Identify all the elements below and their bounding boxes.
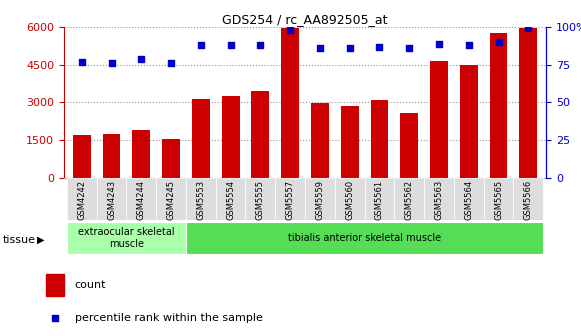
Bar	[46, 274, 64, 296]
Point	[404, 45, 414, 51]
Text: GSM5559: GSM5559	[315, 180, 324, 220]
Bar	[162, 139, 180, 178]
Bar	[305, 178, 335, 220]
Text: GSM5565: GSM5565	[494, 180, 503, 220]
Point	[256, 42, 265, 48]
Text: GSM5561: GSM5561	[375, 180, 384, 220]
Text: ▶: ▶	[37, 235, 44, 245]
Bar	[490, 33, 507, 178]
Bar	[96, 178, 127, 220]
Text: extraocular skeletal
muscle: extraocular skeletal muscle	[78, 227, 175, 249]
Bar	[252, 91, 270, 178]
Text: GSM4242: GSM4242	[77, 180, 86, 220]
Text: GSM4244: GSM4244	[137, 180, 146, 220]
Point	[196, 42, 206, 48]
Point	[107, 60, 116, 66]
Bar	[103, 134, 120, 178]
Bar	[454, 178, 483, 220]
Point	[435, 41, 444, 46]
Text: GSM4243: GSM4243	[107, 180, 116, 220]
Text: GSM5555: GSM5555	[256, 180, 265, 220]
Text: tibialis anterior skeletal muscle: tibialis anterior skeletal muscle	[288, 233, 441, 243]
Bar	[67, 222, 186, 254]
Text: tissue: tissue	[3, 235, 36, 245]
Bar	[127, 178, 156, 220]
Point	[464, 42, 474, 48]
Bar	[364, 178, 394, 220]
Point	[166, 60, 175, 66]
Bar	[275, 178, 305, 220]
Bar	[311, 103, 329, 178]
Bar	[186, 178, 216, 220]
Bar	[156, 178, 186, 220]
Bar	[67, 178, 96, 220]
Text: GSM5560: GSM5560	[345, 180, 354, 220]
Text: GSM5562: GSM5562	[405, 180, 414, 220]
Text: percentile rank within the sample: percentile rank within the sample	[74, 313, 263, 323]
Bar	[340, 106, 358, 178]
Text: GSM5563: GSM5563	[435, 180, 443, 220]
Bar	[371, 100, 388, 178]
Point	[345, 45, 354, 51]
Bar	[519, 28, 537, 178]
Bar	[400, 113, 418, 178]
Point	[77, 59, 87, 65]
Point	[375, 44, 384, 49]
Bar	[335, 178, 364, 220]
Text: GSM5554: GSM5554	[226, 180, 235, 220]
Text: count: count	[74, 280, 106, 290]
Bar	[246, 178, 275, 220]
Point	[315, 45, 325, 51]
Text: GSM5564: GSM5564	[464, 180, 474, 220]
Bar	[514, 178, 543, 220]
Text: GSM5557: GSM5557	[286, 180, 295, 220]
Text: GSM4245: GSM4245	[167, 180, 175, 220]
Point	[523, 26, 533, 31]
Title: GDS254 / rc_AA892505_at: GDS254 / rc_AA892505_at	[223, 13, 388, 26]
Point	[494, 39, 503, 45]
Bar	[216, 178, 246, 220]
Bar	[192, 99, 210, 178]
Point	[137, 56, 146, 61]
Bar	[73, 135, 91, 178]
Bar	[132, 130, 150, 178]
Bar	[460, 65, 478, 178]
Point	[226, 42, 235, 48]
Bar	[186, 222, 543, 254]
Point	[51, 315, 60, 321]
Bar	[483, 178, 514, 220]
Point	[285, 27, 295, 33]
Bar	[394, 178, 424, 220]
Bar	[424, 178, 454, 220]
Text: GSM5566: GSM5566	[524, 180, 533, 220]
Bar	[430, 61, 448, 178]
Text: GSM5553: GSM5553	[196, 180, 205, 220]
Bar	[281, 28, 299, 178]
Bar	[222, 96, 239, 178]
